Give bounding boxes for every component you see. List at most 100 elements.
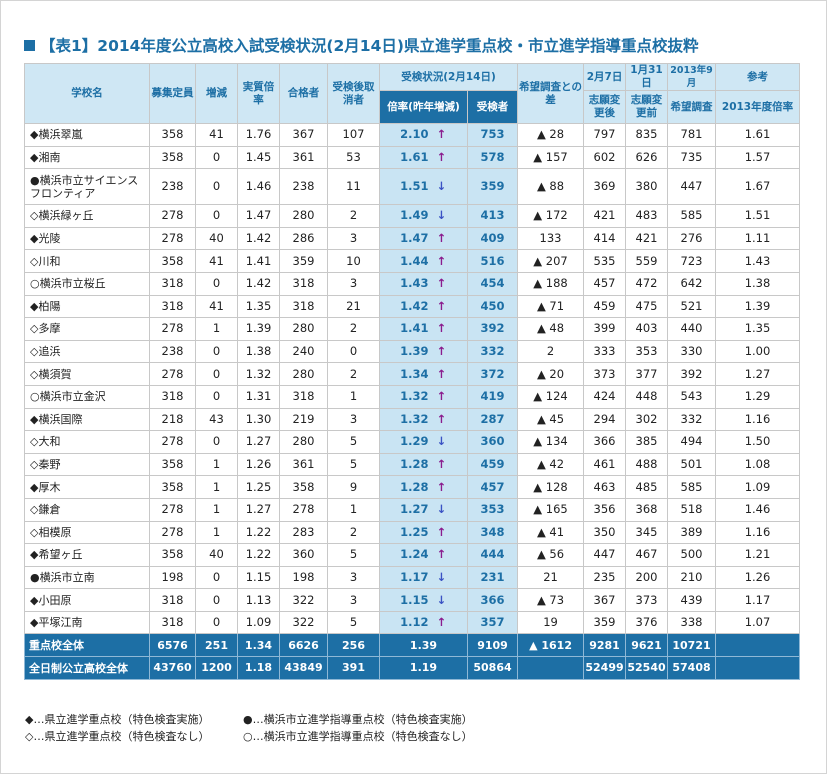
arrow-up-icon: ↑ — [436, 547, 447, 562]
cell-chg: 41 — [195, 294, 238, 319]
cell-f7: 369 — [583, 168, 627, 206]
cell-f7: 399 — [583, 317, 627, 341]
cell-j31: 403 — [625, 317, 669, 341]
cell-diff: ▲ 56 — [517, 543, 585, 567]
cell-diff: 19 — [517, 610, 585, 635]
cell-cap: 318 — [149, 294, 196, 319]
table-row: ◆平塚江南 318 0 1.09 322 5 1.12 ↑ 357 19 359 376 338 1.07 — [24, 610, 801, 635]
cell-wd: 2 — [327, 520, 380, 545]
header-ref: 参考 — [715, 63, 801, 91]
cell-j31: 559 — [625, 249, 669, 273]
ratio-value: 1.39 — [400, 344, 429, 359]
header-withdrawn: 受検後取消者 — [327, 63, 380, 124]
school-name: ◆横浜翠嵐 — [24, 123, 150, 147]
cell-real: 1.30 — [237, 407, 280, 432]
cell-cap: 278 — [149, 497, 196, 522]
arrow-up-icon: ↑ — [436, 479, 447, 494]
cell-examinees: 409 — [466, 226, 519, 251]
cell-real: 1.09 — [237, 610, 280, 635]
total-pass: 43849 — [279, 656, 328, 680]
cell-ratio: 1.41 ↑ — [379, 317, 468, 341]
cell-examinees: 287 — [466, 407, 519, 432]
cell-chg: 0 — [195, 362, 238, 386]
totals-row: 全日制公立高校全体 43760 1200 1.18 43849 391 1.19 50864 5… — [24, 656, 801, 680]
school-name: ◆横浜国際 — [24, 407, 150, 432]
cell-chg: 1 — [195, 497, 238, 522]
cell-ratio: 1.42 ↑ — [379, 294, 468, 319]
ratio-value: 1.24 — [400, 547, 429, 562]
cell-chg: 0 — [195, 565, 238, 590]
header-feb7-sub: 志願変更後 — [583, 90, 627, 124]
total-s9: 10721 — [667, 633, 717, 658]
cell-wd: 2 — [327, 362, 380, 386]
cell-wd: 107 — [327, 123, 380, 147]
cell-pass: 322 — [279, 588, 328, 612]
table-body: ◆横浜翠嵐 358 41 1.76 367 107 2.10 ↑ 753 ▲ 28 797 835 78… — [24, 123, 801, 635]
header-change: 増減 — [195, 63, 238, 124]
cell-pass: 318 — [279, 271, 328, 296]
cell-wd: 3 — [327, 588, 380, 612]
cell-wd: 5 — [327, 452, 380, 477]
ratio-value: 1.28 — [400, 457, 429, 472]
school-name: ●横浜市立サイエンスフロンティア — [24, 168, 150, 206]
cell-j31: 377 — [625, 362, 669, 386]
cell-j31: 626 — [625, 145, 669, 170]
title-square-icon — [24, 39, 35, 51]
cell-ratio: 1.28 ↑ — [379, 452, 468, 477]
cell-s9: 494 — [667, 430, 717, 454]
cell-pass: 360 — [279, 543, 328, 567]
cell-j31: 467 — [625, 543, 669, 567]
cell-pass: 198 — [279, 565, 328, 590]
cell-f7: 373 — [583, 362, 627, 386]
arrow-up-icon: ↑ — [436, 276, 447, 291]
school-name: ◆平塚江南 — [24, 610, 150, 635]
table-row: ◆小田原 318 0 1.13 322 3 1.15 ↓ 366 ▲ 73 367 373 439 1.1… — [24, 588, 801, 612]
cell-examinees: 459 — [466, 452, 519, 477]
cell-chg: 0 — [195, 430, 238, 454]
ratio-value: 1.51 — [400, 179, 429, 194]
cell-real: 1.26 — [237, 452, 280, 477]
cell-ratio: 1.32 ↑ — [379, 384, 468, 409]
total-examinees: 50864 — [466, 656, 519, 680]
cell-chg: 0 — [195, 610, 238, 635]
cell-j31: 835 — [625, 123, 669, 147]
cell-real: 1.27 — [237, 497, 280, 522]
cell-pass: 278 — [279, 497, 328, 522]
totals-row: 重点校全体 6576 251 1.34 6626 256 1.39 9109 ▲ 1612 928… — [24, 633, 801, 658]
cell-real: 1.25 — [237, 475, 280, 499]
cell-pass: 318 — [279, 294, 328, 319]
cell-cap: 278 — [149, 226, 196, 251]
cell-chg: 41 — [195, 123, 238, 147]
school-name: ○横浜市立桜丘 — [24, 271, 150, 296]
total-ratio: 1.19 — [379, 656, 468, 680]
cell-chg: 43 — [195, 407, 238, 432]
cell-f7: 424 — [583, 384, 627, 409]
total-ref — [715, 656, 801, 680]
ratio-value: 1.25 — [400, 524, 429, 539]
cell-s9: 439 — [667, 588, 717, 612]
cell-j31: 488 — [625, 452, 669, 477]
cell-ratio: 1.12 ↑ — [379, 610, 468, 635]
cell-diff: ▲ 165 — [517, 497, 585, 522]
ratio-value: 1.34 — [400, 366, 429, 381]
school-name: ◇川和 — [24, 249, 150, 273]
arrow-up-icon: ↑ — [436, 411, 447, 426]
cell-j31: 368 — [625, 497, 669, 522]
header-real-ratio: 実質倍率 — [237, 63, 280, 124]
cell-s9: 392 — [667, 362, 717, 386]
cell-f7: 366 — [583, 430, 627, 454]
cell-j31: 475 — [625, 294, 669, 319]
cell-wd: 9 — [327, 475, 380, 499]
cell-cap: 358 — [149, 145, 196, 170]
table-row: ●横浜市立サイエンスフロンティア 238 0 1.46 238 11 1.51 ↓ 359 ▲ 8… — [24, 168, 801, 206]
cell-s9: 723 — [667, 249, 717, 273]
cell-ratio: 1.15 ↓ — [379, 588, 468, 612]
cell-pass: 322 — [279, 610, 328, 635]
cell-j31: 302 — [625, 407, 669, 432]
cell-pass: 286 — [279, 226, 328, 251]
cell-j31: 421 — [625, 226, 669, 251]
cell-s9: 518 — [667, 497, 717, 522]
cell-j31: 353 — [625, 339, 669, 364]
cell-s9: 642 — [667, 271, 717, 296]
legend: ◆…県立進学重点校（特色検査実施） ●…横浜市立進学指導重点校（特色検査実施） … — [25, 711, 473, 745]
